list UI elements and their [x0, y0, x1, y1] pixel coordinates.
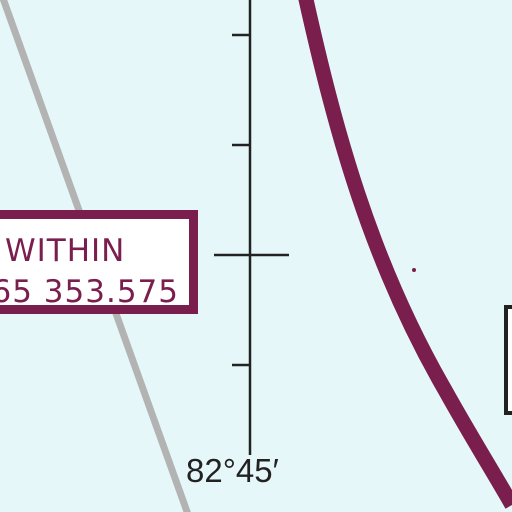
edge-box-fragment	[504, 305, 512, 415]
airspace-boundary-arc	[298, 0, 512, 509]
longitude-label: 82°45′	[186, 452, 279, 489]
frequency-box: WITHIN 65 353.575	[0, 210, 198, 314]
map-dot	[412, 268, 416, 272]
frequency-box-line1: WITHIN	[5, 233, 126, 269]
frequency-box-line2: 65 353.575	[0, 274, 179, 310]
